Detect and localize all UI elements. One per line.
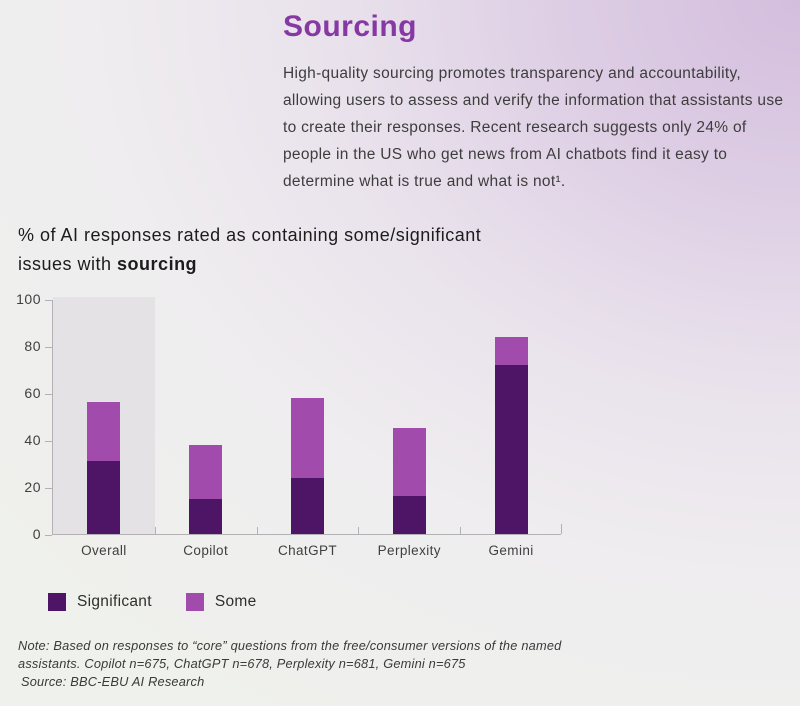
note-line1: Note: Based on responses to “core” quest… xyxy=(18,638,562,653)
note-line2: assistants. Copilot n=675, ChatGPT n=678… xyxy=(18,656,466,671)
chart-legend: Significant Some xyxy=(48,593,257,611)
bar-segment-some xyxy=(392,428,426,497)
x-axis-label-chatgpt: ChatGPT xyxy=(277,543,338,558)
chart-heading-line1: % of AI responses rated as containing so… xyxy=(18,225,482,245)
chart-heading-line2-prefix: issues with xyxy=(18,254,118,274)
x-axis-tick xyxy=(256,527,258,534)
x-axis-tick xyxy=(358,527,360,534)
y-axis-tick-label: 100 xyxy=(16,291,41,307)
x-axis-tick xyxy=(154,527,156,534)
legend-swatch-significant xyxy=(48,593,66,611)
legend-label: Significant xyxy=(77,593,152,610)
y-axis-tick xyxy=(45,440,52,442)
bar-segment-significant xyxy=(291,477,324,534)
intro-paragraph: High-quality sourcing promotes transpare… xyxy=(283,65,784,190)
x-axis-label-overall: Overall xyxy=(81,543,127,558)
bar-copilot xyxy=(189,444,223,534)
legend-item-some: Some xyxy=(185,593,257,611)
footnote: Note: Based on responses to “core” quest… xyxy=(18,637,561,691)
bar-gemini xyxy=(494,336,528,534)
x-axis-tick xyxy=(460,527,462,534)
bar-segment-significant xyxy=(494,364,528,534)
source-line: Source: BBC-EBU AI Research xyxy=(21,674,205,689)
bar-segment-some xyxy=(494,336,528,365)
bar-segment-some xyxy=(189,444,223,499)
bar-segment-significant xyxy=(189,498,223,534)
legend-label: Some xyxy=(214,593,257,610)
y-axis-tick xyxy=(45,346,52,348)
x-axis-end-tick xyxy=(561,524,562,534)
plot-area: 0 20 40 60 80 100 Overall Copilot ChatGPT Perplex… xyxy=(16,291,562,558)
y-axis-tick xyxy=(45,393,52,395)
y-axis-tick-label: 60 xyxy=(24,385,41,401)
x-axis-label-perplexity: Perplexity xyxy=(377,543,441,558)
page-title: Sourcing xyxy=(283,10,418,43)
legend-item-significant: Significant xyxy=(48,593,152,611)
bar-overall xyxy=(87,402,121,534)
y-axis-tick xyxy=(45,534,52,536)
y-axis-tick-label: 20 xyxy=(24,479,41,495)
bar-segment-some xyxy=(291,397,324,478)
bar-segment-some xyxy=(87,402,121,462)
y-axis-tick xyxy=(45,487,52,489)
y-axis-tick-label: 40 xyxy=(24,432,41,448)
legend-swatch-some xyxy=(185,593,204,611)
bar-chatgpt xyxy=(291,397,324,534)
bar-segment-significant xyxy=(87,461,121,534)
x-axis-label-gemini: Gemini xyxy=(488,543,534,558)
y-axis-tick-label: 80 xyxy=(24,338,41,354)
y-axis-tick-label: 0 xyxy=(32,526,41,542)
bar-perplexity xyxy=(392,428,426,534)
bar-segment-significant xyxy=(392,496,426,534)
chart-heading-keyword: sourcing xyxy=(117,254,198,274)
chart-heading: % of AI responses rated as containing so… xyxy=(18,221,481,279)
x-axis-label-copilot: Copilot xyxy=(183,543,229,558)
y-axis-tick xyxy=(45,299,52,301)
